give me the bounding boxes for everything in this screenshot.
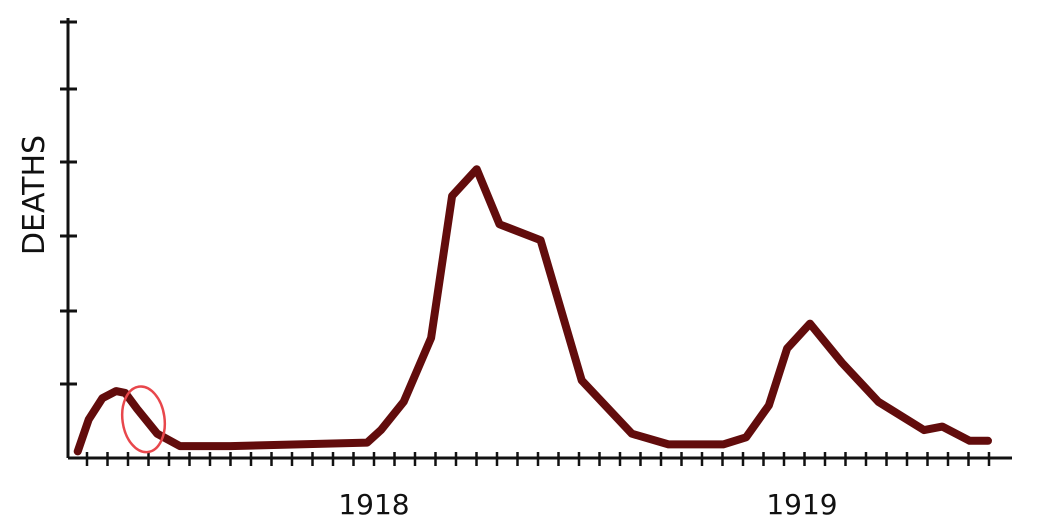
y-axis-label: DEATHS [17,135,52,255]
x-ticks [85,452,991,466]
axes [60,18,1012,466]
x-tick-label-1919: 1919 [766,488,837,521]
annotations-group [120,385,167,454]
deaths-series-line [73,165,992,456]
series-group [73,165,992,456]
y-ticks [60,20,77,386]
annotation-circle [120,385,167,454]
x-tick-label-1918: 1918 [338,488,409,521]
